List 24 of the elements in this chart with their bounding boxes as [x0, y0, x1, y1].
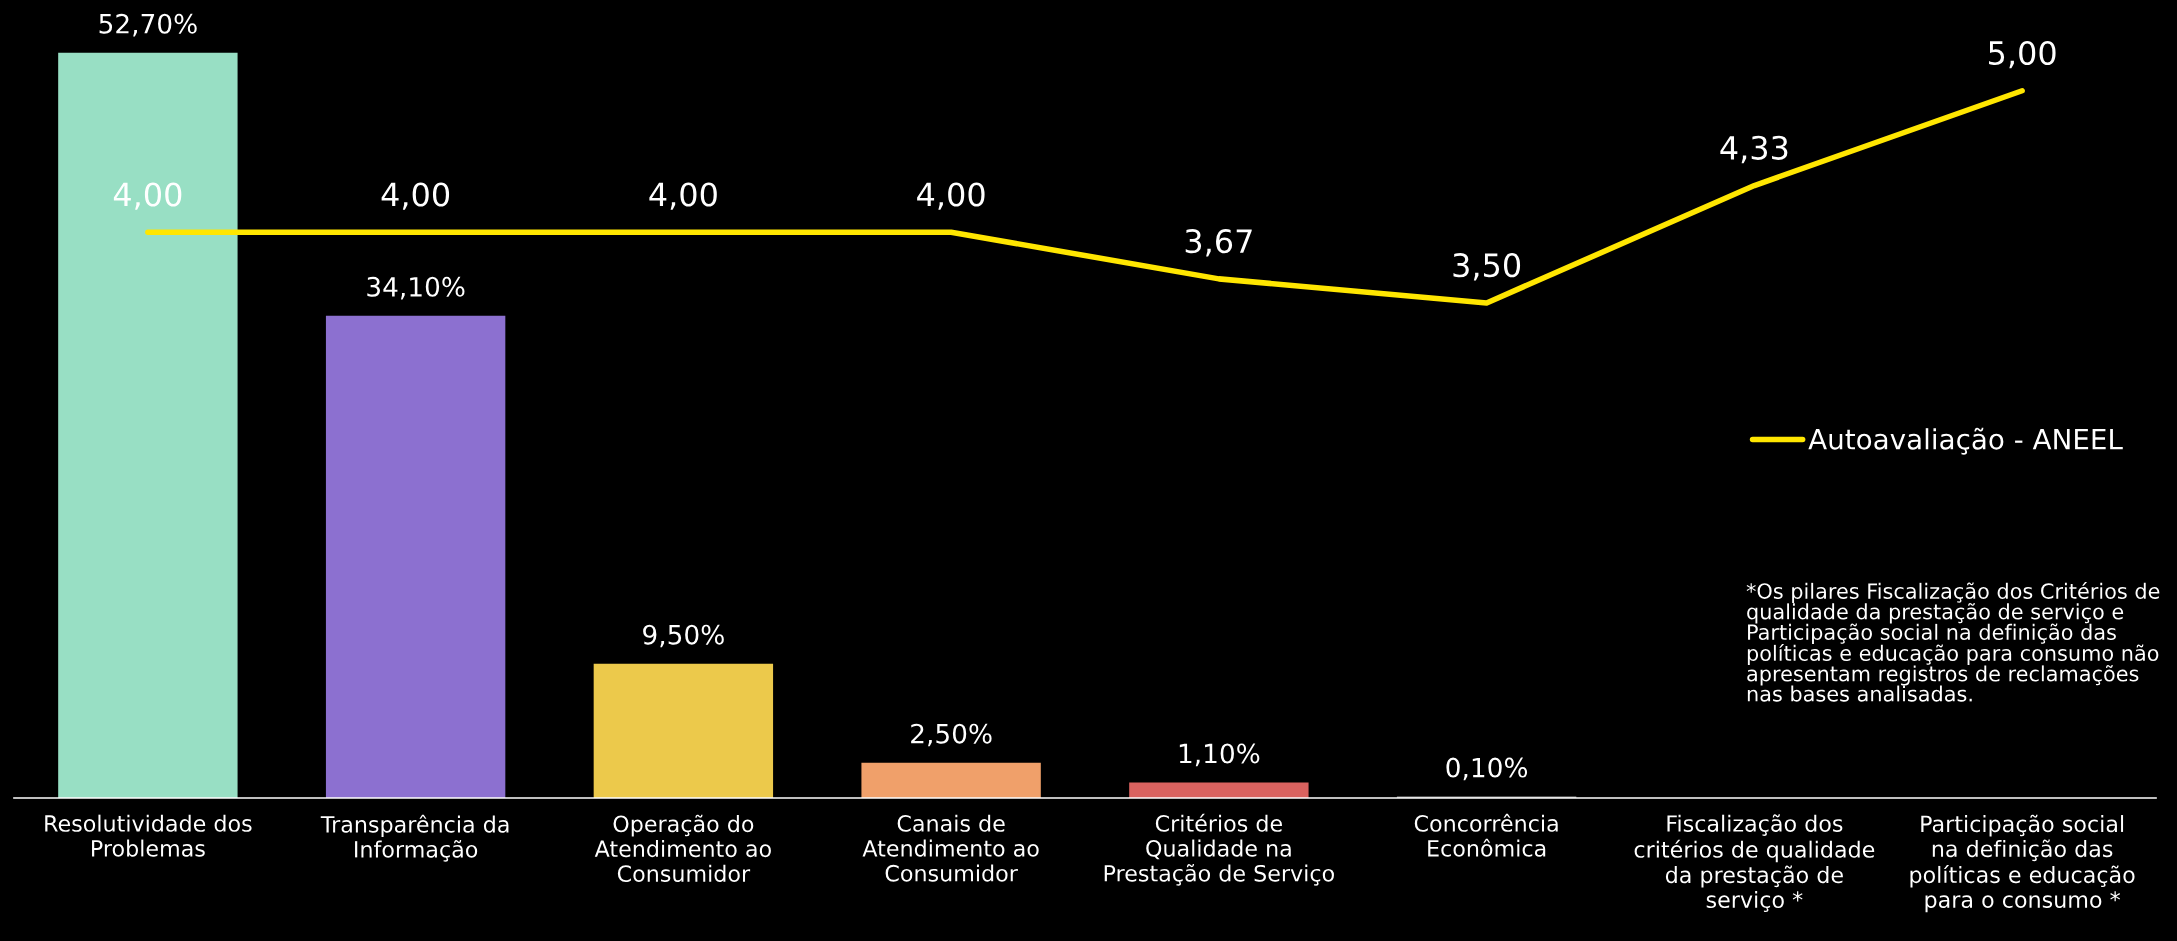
- legend-label: Autoavaliação - ANEEL: [1808, 427, 2123, 455]
- data-label: 4,00: [649, 182, 717, 210]
- x-tick-label: Transparência da Informação: [320, 814, 509, 862]
- data-label: 1,10%: [1179, 743, 1260, 767]
- data-label: 4,00: [113, 182, 182, 210]
- x-tick-label: Concorrência Econômica: [1414, 813, 1558, 857]
- data-label: 3,50: [1453, 253, 1521, 281]
- data-label: 2,50%: [911, 723, 992, 747]
- data-label: 9,50%: [643, 624, 724, 648]
- data-label: 4,33: [1720, 135, 1788, 164]
- data-label: 5,00: [1989, 40, 2056, 69]
- data-label: 4,00: [381, 182, 450, 210]
- data-label: 52,70%: [99, 13, 197, 37]
- annotation: *Os pilares Fiscalização dos Critérios de qualidade da prestação de serviço e Participação social na definição das políticas e educação para consumo não apresentam registros de reclamações nas bases analisadas.: [1746, 582, 2160, 702]
- data-label: 34,10%: [367, 276, 465, 300]
- data-label: 0,10%: [1446, 757, 1528, 781]
- x-tick-label: Critérios de Qualidade na Prestação de Serviço: [1104, 813, 1334, 886]
- data-label: 3,67: [1185, 229, 1252, 257]
- x-tick-label: Operação do Atendimento ao Consumidor: [594, 814, 771, 883]
- x-tick-label: Canais de Atendimento ao Consumidor: [862, 814, 1039, 882]
- data-label: 4,00: [917, 182, 985, 210]
- x-tick-label: Participação social na definição das políticas e educação para o consumo *: [1910, 814, 2135, 913]
- x-tick-label: Fiscalização dos critérios de qualidade da prestação de serviço *: [1634, 814, 1875, 913]
- x-tick-label: Resolutividade dos Problemas: [45, 814, 252, 857]
